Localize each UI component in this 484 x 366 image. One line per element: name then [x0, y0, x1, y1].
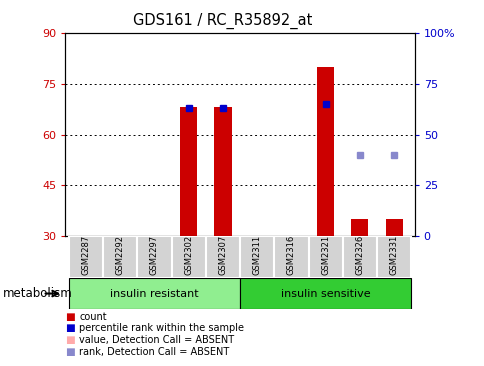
Bar — [274, 236, 308, 278]
Text: GSM2297: GSM2297 — [150, 235, 159, 275]
Text: ■: ■ — [65, 323, 75, 333]
Bar — [137, 236, 171, 278]
Text: ■: ■ — [65, 335, 75, 345]
Text: value, Detection Call = ABSENT: value, Detection Call = ABSENT — [79, 335, 234, 345]
Text: GSM2326: GSM2326 — [355, 235, 363, 275]
Bar — [171, 236, 205, 278]
Text: GSM2316: GSM2316 — [287, 235, 295, 275]
Bar — [69, 236, 103, 278]
Text: GSM2331: GSM2331 — [389, 235, 398, 275]
Bar — [240, 236, 274, 278]
Bar — [376, 236, 410, 278]
Text: GSM2287: GSM2287 — [81, 235, 91, 275]
Bar — [214, 108, 231, 236]
Text: ■: ■ — [65, 311, 75, 322]
Text: GSM2307: GSM2307 — [218, 235, 227, 275]
Bar — [385, 219, 402, 236]
Bar — [180, 108, 197, 236]
Text: ■: ■ — [65, 347, 75, 357]
Bar — [308, 236, 342, 278]
Text: GDS161 / RC_R35892_at: GDS161 / RC_R35892_at — [133, 13, 312, 29]
Bar — [317, 67, 333, 236]
Bar — [205, 236, 240, 278]
Text: rank, Detection Call = ABSENT: rank, Detection Call = ABSENT — [79, 347, 229, 357]
Text: insulin sensitive: insulin sensitive — [280, 289, 370, 299]
Text: GSM2302: GSM2302 — [184, 235, 193, 275]
Text: GSM2321: GSM2321 — [320, 235, 330, 275]
Text: count: count — [79, 311, 106, 322]
Bar — [103, 236, 137, 278]
Text: GSM2292: GSM2292 — [116, 235, 124, 275]
Text: percentile rank within the sample: percentile rank within the sample — [79, 323, 243, 333]
Text: metabolism: metabolism — [2, 287, 72, 300]
Text: insulin resistant: insulin resistant — [110, 289, 198, 299]
Bar — [240, 278, 410, 309]
Bar — [350, 219, 368, 236]
Bar — [69, 278, 240, 309]
Bar — [342, 236, 376, 278]
Text: GSM2311: GSM2311 — [252, 235, 261, 275]
